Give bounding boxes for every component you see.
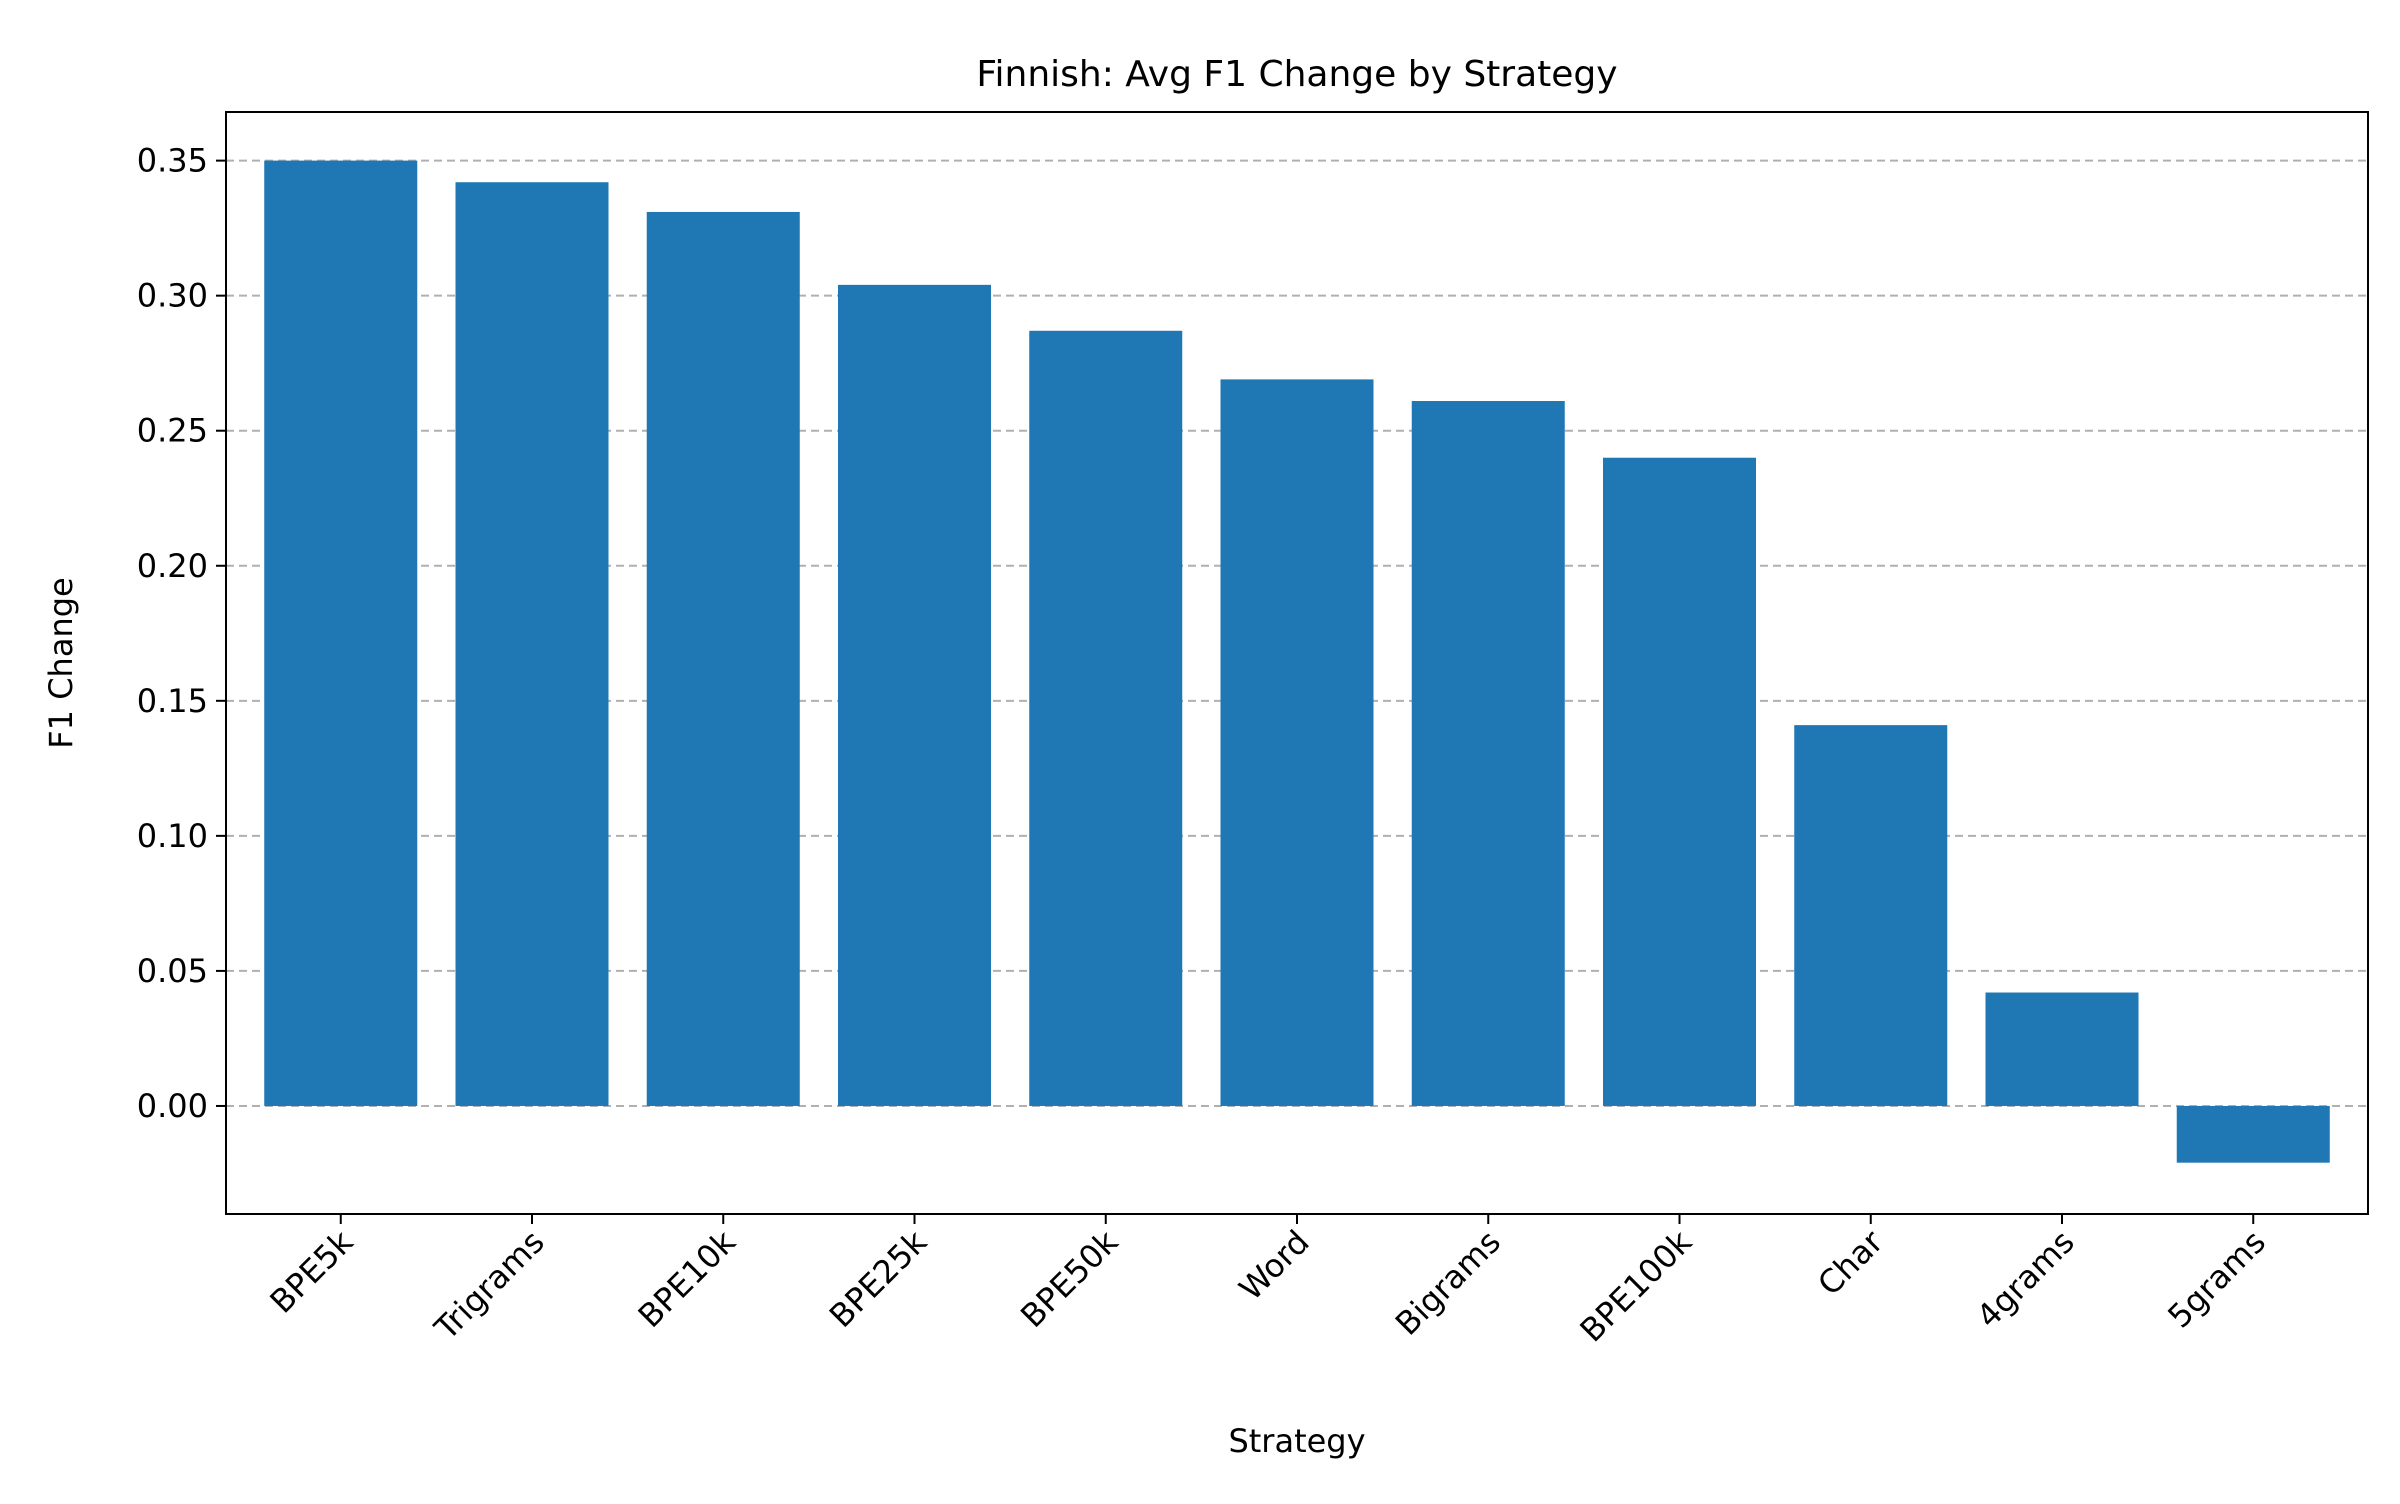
x-tick-label: Char [1810, 1222, 1891, 1303]
bar-bpe10k [646, 211, 800, 1106]
bar-char [1794, 725, 1948, 1106]
x-tick-label: BPE10k [631, 1222, 744, 1335]
bar-bpe100k [1603, 457, 1756, 1106]
x-axis-ticks: BPE5k Trigrams BPE10k BPE25k BPE50k Word Bigra… [263, 1214, 2273, 1349]
bar-bpe50k [1029, 330, 1183, 1106]
y-tick-label: 0.15 [137, 682, 208, 720]
x-tick-label: BPE50k [1013, 1222, 1126, 1335]
bar-4grams [1985, 992, 2139, 1106]
y-tick-label: 0.30 [137, 277, 208, 315]
y-tick-label: 0.25 [137, 412, 208, 450]
bar-trigrams [455, 182, 609, 1106]
bar-bigrams [1411, 401, 1565, 1106]
x-axis-label: Strategy [1228, 1422, 1365, 1460]
y-tick-label: 0.10 [137, 817, 208, 855]
y-axis-label: F1 Change [42, 577, 80, 748]
bar-word [1220, 379, 1374, 1106]
bar-5grams [2176, 1105, 2330, 1163]
y-tick-label: 0.00 [137, 1087, 208, 1125]
y-tick-label: 0.35 [137, 142, 208, 180]
x-tick-label: BPE5k [263, 1222, 361, 1320]
bars [264, 160, 2330, 1163]
x-tick-label: 5grams [2160, 1223, 2273, 1336]
bar-bpe25k [838, 284, 991, 1106]
bar-bpe5k [264, 160, 418, 1106]
x-tick-label: Bigrams [1388, 1223, 1508, 1343]
y-tick-label: 0.20 [137, 547, 208, 585]
x-tick-label: BPE100k [1573, 1222, 1700, 1349]
y-tick-label: 0.05 [137, 952, 208, 990]
x-tick-label: Trigrams [427, 1223, 552, 1348]
chart-title: Finnish: Avg F1 Change by Strategy [976, 54, 1617, 95]
y-axis-ticks: 0.00 0.05 0.10 0.15 0.20 0.25 0.30 0.35 [137, 142, 226, 1125]
x-tick-label: Word [1232, 1223, 1317, 1308]
x-tick-label: 4grams [1969, 1223, 2082, 1336]
x-tick-label: BPE25k [822, 1222, 935, 1335]
